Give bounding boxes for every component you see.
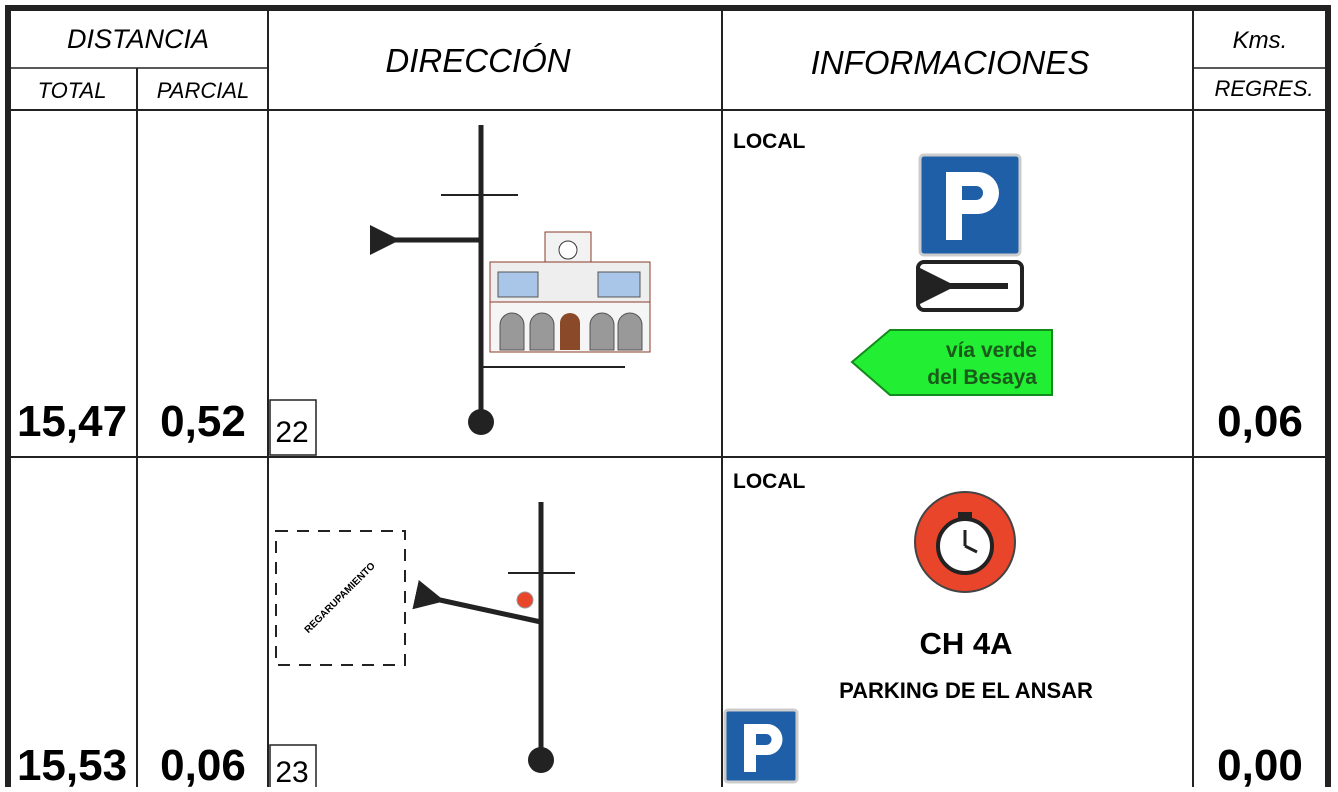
kms: 0,06 bbox=[1217, 397, 1303, 446]
parcial: 0,06 bbox=[160, 741, 246, 787]
route-diagram bbox=[370, 125, 625, 435]
number-box bbox=[269, 399, 317, 456]
number: 22 bbox=[275, 416, 308, 449]
green-route-sign: vía verde del Besaya bbox=[850, 329, 1053, 396]
header-kms: Kms. bbox=[1233, 27, 1288, 54]
header-total: TOTAL bbox=[38, 78, 107, 103]
number: 23 bbox=[275, 756, 308, 787]
town-hall-icon bbox=[489, 231, 651, 353]
regroup-area bbox=[275, 530, 406, 666]
parking-sign bbox=[918, 153, 1022, 257]
header-parcial: PARCIAL bbox=[157, 78, 250, 103]
info-label: LOCAL bbox=[733, 470, 805, 493]
parcial: 0,52 bbox=[160, 397, 246, 446]
header-informaciones: INFORMACIONES bbox=[811, 44, 1090, 81]
header-regres: REGRES. bbox=[1214, 76, 1313, 101]
header-distancia: DISTANCIA bbox=[67, 24, 209, 54]
regroup-label: REGARUPAMIENTO bbox=[303, 561, 378, 636]
total: 15,47 bbox=[17, 397, 127, 446]
route-diagram bbox=[412, 502, 575, 773]
kms: 0,00 bbox=[1217, 741, 1303, 787]
total: 15,53 bbox=[17, 741, 127, 787]
table-lines bbox=[5, 5, 1331, 787]
parking-sign bbox=[723, 708, 799, 784]
parking-name: PARKING DE EL ANSAR bbox=[839, 678, 1093, 703]
header-direccion: DIRECCIÓN bbox=[385, 42, 570, 79]
control-sign bbox=[914, 491, 1016, 593]
sign-line: del Besaya bbox=[927, 366, 1037, 389]
arrow-sign bbox=[916, 260, 1024, 312]
control-code: CH 4A bbox=[919, 626, 1012, 661]
info-label: LOCAL bbox=[733, 130, 805, 153]
sign-line: vía verde bbox=[946, 339, 1037, 362]
